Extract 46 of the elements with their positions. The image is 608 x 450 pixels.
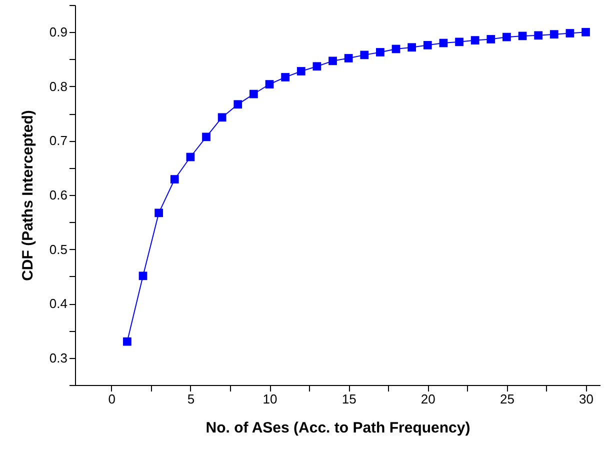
point [265,80,274,88]
point [582,28,590,36]
point [360,50,369,60]
point [154,208,163,218]
y-tick-label: 0.9 [49,24,68,40]
point [408,43,416,52]
point [170,175,179,184]
point [439,38,448,48]
y-tick-label: 0.6 [49,188,68,202]
x-tick-label: 10 [262,392,278,406]
point [202,132,210,142]
point [470,36,480,44]
point [344,54,353,62]
point [328,56,337,66]
y-tick-label: 0.4 [49,296,68,312]
y-tick-label: 0.5 [49,242,68,257]
point [550,30,558,38]
y-axis-title: CDF (Paths Intercepted) [19,110,36,281]
point [234,100,242,109]
y-tick-label: 0.7 [49,133,68,148]
x-tick-label: 25 [500,392,514,406]
point [566,29,574,38]
point [486,35,496,44]
point [296,67,306,76]
point [392,44,400,54]
y-tick-label: 0.3 [49,350,68,366]
point [455,38,464,46]
point [423,40,432,50]
x-tick-label: 20 [420,392,436,406]
point [281,73,290,82]
point [376,48,384,56]
x-tick-label: 0 [108,392,116,406]
point [186,152,195,162]
point [534,31,543,40]
point [123,337,132,346]
x-tick-label: 15 [342,392,356,406]
x-tick-label: 5 [187,392,195,406]
point [502,32,511,42]
x-tick-label: 30 [579,392,594,406]
point [312,62,322,71]
point [518,32,527,40]
point [138,272,148,280]
y-tick-label: 0.8 [49,78,68,94]
point [250,90,258,98]
point [218,113,226,122]
x-axis-title: No. of ASes (Acc. to Path Frequency) [206,420,470,436]
